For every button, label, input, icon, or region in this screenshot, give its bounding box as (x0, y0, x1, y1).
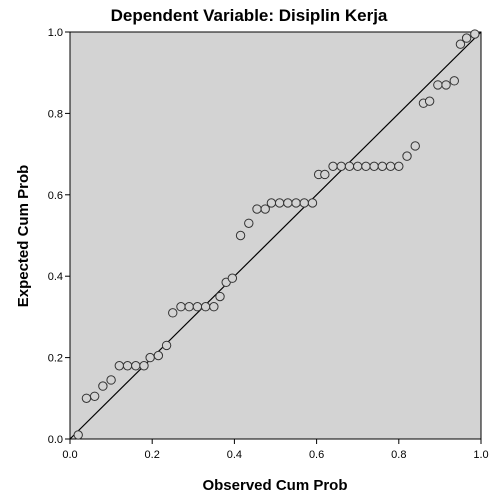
reference-line (69, 31, 482, 440)
data-point (449, 76, 459, 86)
data-point (227, 273, 238, 283)
data-point (299, 198, 309, 208)
data-point (73, 430, 83, 440)
data-point (336, 161, 346, 172)
data-point (184, 302, 194, 312)
data-point (377, 161, 388, 172)
y-tick-label: 0.0 (48, 434, 63, 446)
y-axis-label: Expected Cum Prob (15, 165, 32, 308)
data-point (385, 161, 396, 172)
data-point (344, 161, 355, 172)
y-axis: 0.0 0.2 0.4 0.6 0.8 1.0 (48, 27, 70, 446)
data-point (328, 161, 338, 172)
data-point (209, 302, 219, 312)
data-point (145, 352, 155, 363)
data-point (153, 350, 164, 361)
x-axis: 0.0 0.2 0.4 0.6 0.8 1.0 (62, 439, 489, 461)
data-points (73, 29, 480, 440)
data-point (98, 381, 108, 391)
data-point (320, 169, 330, 180)
data-point (161, 340, 172, 351)
data-point (410, 141, 420, 151)
data-point (176, 302, 186, 312)
data-point (470, 29, 480, 39)
y-tick-label: 0.4 (48, 271, 63, 283)
data-point (461, 33, 472, 43)
data-point (139, 361, 149, 371)
data-point (361, 161, 371, 172)
x-tick-label: 0.4 (227, 449, 242, 461)
data-point (353, 161, 363, 172)
chart-title: Dependent Variable: Disiplin Kerja (111, 6, 388, 25)
y-tick-label: 0.8 (48, 108, 63, 120)
data-point (291, 198, 301, 208)
data-point (252, 204, 262, 214)
data-point (200, 302, 211, 312)
data-point (283, 198, 293, 208)
data-point (266, 198, 277, 208)
x-axis-label: Observed Cum Prob (202, 477, 347, 494)
data-point (168, 308, 178, 318)
data-point (424, 96, 435, 106)
data-point (215, 291, 225, 302)
data-point (89, 391, 100, 401)
x-tick-label: 1.0 (473, 449, 488, 461)
data-point (114, 361, 125, 371)
x-tick-label: 0.6 (309, 449, 324, 461)
data-point (433, 80, 443, 90)
data-point (235, 230, 246, 241)
x-tick-label: 0.0 (62, 449, 77, 461)
data-point (244, 218, 254, 228)
data-point (192, 302, 203, 312)
data-point (81, 393, 92, 403)
y-tick-label: 1.0 (48, 27, 63, 39)
data-point (260, 204, 270, 214)
data-point (441, 80, 451, 90)
data-point (369, 161, 379, 172)
data-point (402, 151, 412, 161)
x-tick-label: 0.2 (145, 449, 160, 461)
data-point (122, 361, 133, 371)
data-point (131, 361, 141, 371)
y-tick-label: 0.6 (48, 190, 63, 202)
data-point (455, 39, 466, 49)
data-point (274, 198, 285, 208)
x-tick-label: 0.8 (391, 449, 406, 461)
data-point (394, 161, 404, 172)
data-point (307, 198, 318, 208)
data-point (106, 375, 116, 385)
y-tick-label: 0.2 (48, 353, 63, 365)
